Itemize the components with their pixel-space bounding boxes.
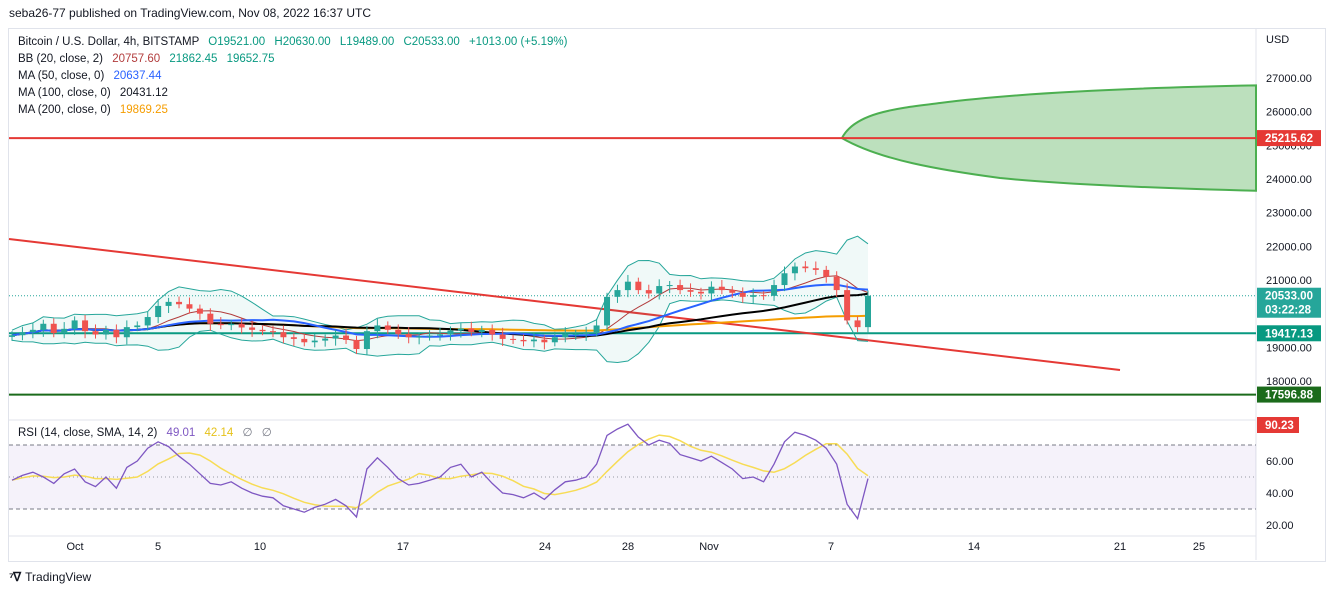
legend-symbol-title[interactable]: Bitcoin / U.S. Dollar, 4h, BITSTAMP <box>18 36 200 48</box>
footer-brand[interactable]: ⁷ᐁ TradingView <box>9 570 91 584</box>
chart-frame <box>8 28 1326 562</box>
legend-open: O19521.00 <box>208 36 266 48</box>
legend-rsi-empty-2: ∅ <box>261 427 272 439</box>
legend-ma50-value: 20637.44 <box>113 70 162 82</box>
legend-ma100-label: MA (100, close, 0) <box>18 87 111 99</box>
legend-ma100-row[interactable]: MA (100, close, 0) 20431.12 <box>18 85 168 102</box>
legend-change: +1013.00 (+5.19%) <box>468 36 568 48</box>
legend-rsi-row[interactable]: RSI (14, close, SMA, 14, 2) 49.01 42.14 … <box>18 425 272 442</box>
legend-ma200-label: MA (200, close, 0) <box>18 104 111 116</box>
legend-ma200-value: 19869.25 <box>119 104 168 116</box>
legend-bb-lower: 19652.75 <box>226 53 275 65</box>
footer-brand-text: TradingView <box>25 570 92 584</box>
legend-ma100-value: 20431.12 <box>119 87 168 99</box>
currency-label[interactable]: USD <box>1266 34 1290 46</box>
legend-rsi-sma-value: 42.14 <box>204 427 234 439</box>
legend-low: L19489.00 <box>339 36 395 48</box>
legend-rsi-label: RSI (14, close, SMA, 14, 2) <box>18 427 158 439</box>
legend-ma50-row[interactable]: MA (50, close, 0) 20637.44 <box>18 68 161 85</box>
legend-bb-row[interactable]: BB (20, close, 2) 20757.60 21862.45 1965… <box>18 51 275 68</box>
legend-bb-label: BB (20, close, 2) <box>18 53 104 65</box>
legend-symbol-row: Bitcoin / U.S. Dollar, 4h, BITSTAMP O195… <box>18 34 567 51</box>
legend-rsi-empty-1: ∅ <box>242 427 253 439</box>
legend-ma200-row[interactable]: MA (200, close, 0) 19869.25 <box>18 102 168 119</box>
legend-bb-upper: 21862.45 <box>169 53 218 65</box>
published-caption: seba26-77 published on TradingView.com, … <box>9 6 372 20</box>
legend-bb-basis: 20757.60 <box>112 53 161 65</box>
legend-high: H20630.00 <box>274 36 331 48</box>
legend-ma50-label: MA (50, close, 0) <box>18 70 105 82</box>
tradingview-logo-icon: ⁷ᐁ <box>9 570 21 584</box>
legend-close: C20533.00 <box>403 36 460 48</box>
legend-rsi-value: 49.01 <box>166 427 196 439</box>
